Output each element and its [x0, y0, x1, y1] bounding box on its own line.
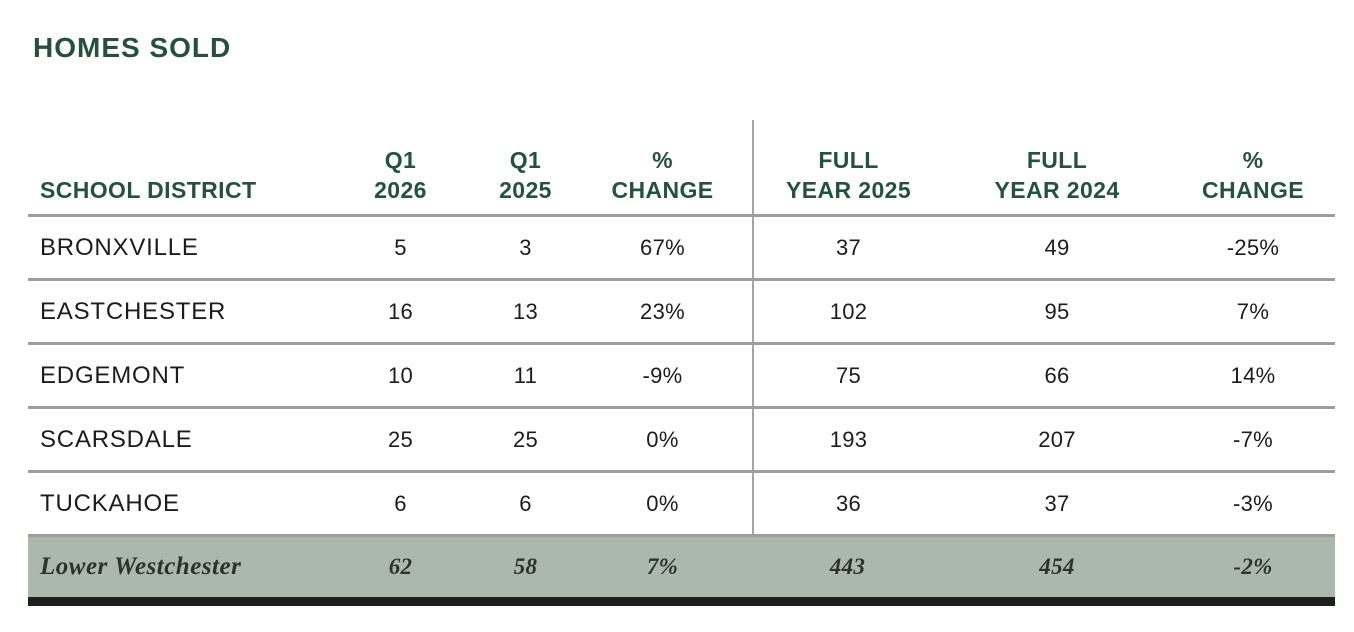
- header-pct-change-q: % CHANGE: [573, 120, 752, 214]
- header-line2: YEAR 2025: [785, 177, 912, 203]
- homes-sold-table: SCHOOL DISTRICT Q1 2026 Q1 2025 % CHANGE…: [28, 120, 1335, 606]
- value-cell: -9%: [642, 362, 683, 388]
- header-line2: 2025: [499, 177, 552, 203]
- table-header-row: SCHOOL DISTRICT Q1 2026 Q1 2025 % CHANGE…: [28, 120, 1335, 217]
- value-cell: 193: [752, 409, 943, 470]
- summary-value-cell: 454: [1039, 554, 1075, 579]
- table-row-scarsdale: SCARSDALE 25 25 0% 193 207 -7%: [28, 409, 1335, 473]
- table-row-tuckahoe: TUCKAHOE 6 6 0% 36 37 -3%: [28, 473, 1335, 537]
- value-cell: 7%: [1236, 298, 1270, 324]
- header-school-district: SCHOOL DISTRICT: [28, 120, 323, 214]
- header-pct-change-fy: % CHANGE: [1171, 120, 1335, 214]
- header-line2: CHANGE: [611, 177, 714, 203]
- table-row-bronxville: BRONXVILLE 5 3 67% 37 49 -25%: [28, 217, 1335, 281]
- table-summary-row-lower-westchester: Lower Westchester 62 58 7% 443 454 -2%: [28, 537, 1335, 597]
- header-line2: SCHOOL DISTRICT: [40, 177, 257, 203]
- value-cell: 36: [752, 473, 943, 534]
- table-row-eastchester: EASTCHESTER 16 13 23% 102 95 7%: [28, 281, 1335, 345]
- value-cell: 0%: [646, 490, 679, 516]
- summary-value-cell: 7%: [646, 554, 679, 579]
- value-cell: -25%: [1226, 234, 1280, 260]
- summary-value-cell: -2%: [1233, 554, 1273, 579]
- value-cell: 14%: [1230, 362, 1276, 388]
- district-cell: TUCKAHOE: [40, 489, 180, 517]
- header-line1: %: [1242, 147, 1264, 173]
- value-cell: 25: [512, 426, 539, 452]
- header-line1: Q1: [509, 147, 542, 173]
- value-cell: 25: [387, 426, 414, 452]
- value-cell: 95: [1044, 298, 1070, 324]
- value-cell: 49: [1044, 234, 1070, 260]
- header-line1: %: [652, 147, 673, 173]
- page-title: HOMES SOLD: [33, 32, 232, 63]
- summary-district-cell: Lower Westchester: [40, 553, 242, 580]
- header-line2: YEAR 2024: [994, 177, 1120, 203]
- value-cell: 37: [752, 217, 943, 278]
- value-cell: 207: [1038, 426, 1076, 452]
- header-q1-2025: Q1 2025: [478, 120, 573, 214]
- header-full-year-2025: FULL YEAR 2025: [752, 120, 943, 214]
- bottom-accent-bar: [28, 597, 1335, 606]
- value-cell: 11: [513, 362, 538, 388]
- table-row-edgemont: EDGEMONT 10 11 -9% 75 66 14%: [28, 345, 1335, 409]
- value-cell: 16: [387, 298, 414, 324]
- value-cell: 5: [394, 234, 407, 260]
- header-line1: Q1: [384, 147, 417, 173]
- header-line2: 2026: [374, 177, 427, 203]
- header-line1: FULL: [1026, 147, 1088, 173]
- value-cell: -7%: [1232, 426, 1274, 452]
- value-cell: 102: [752, 281, 943, 342]
- value-cell: 23%: [640, 298, 685, 324]
- value-cell: 0%: [646, 426, 679, 452]
- district-cell: SCARSDALE: [40, 425, 193, 453]
- value-cell: 6: [519, 490, 532, 516]
- district-cell: EDGEMONT: [40, 361, 186, 389]
- value-cell: 6: [394, 490, 407, 516]
- value-cell: -3%: [1232, 490, 1274, 516]
- header-full-year-2024: FULL YEAR 2024: [943, 120, 1171, 214]
- value-cell: 67%: [640, 234, 685, 260]
- value-cell: 75: [752, 345, 943, 406]
- summary-value-cell: 62: [388, 554, 413, 579]
- header-q1-2026: Q1 2026: [323, 120, 478, 214]
- value-cell: 37: [1044, 490, 1070, 516]
- district-cell: BRONXVILLE: [40, 233, 199, 261]
- page: { "title": "HOMES SOLD", "colors": { "he…: [0, 32, 1354, 632]
- district-cell: EASTCHESTER: [40, 297, 227, 325]
- header-line2: CHANGE: [1201, 177, 1305, 203]
- value-cell: 66: [1044, 362, 1070, 388]
- value-cell: 13: [512, 298, 539, 324]
- summary-value-cell: 443: [829, 554, 866, 579]
- summary-value-cell: 58: [513, 554, 538, 579]
- value-cell: 3: [519, 234, 532, 260]
- value-cell: 10: [387, 362, 414, 388]
- header-line1: FULL: [818, 147, 879, 173]
